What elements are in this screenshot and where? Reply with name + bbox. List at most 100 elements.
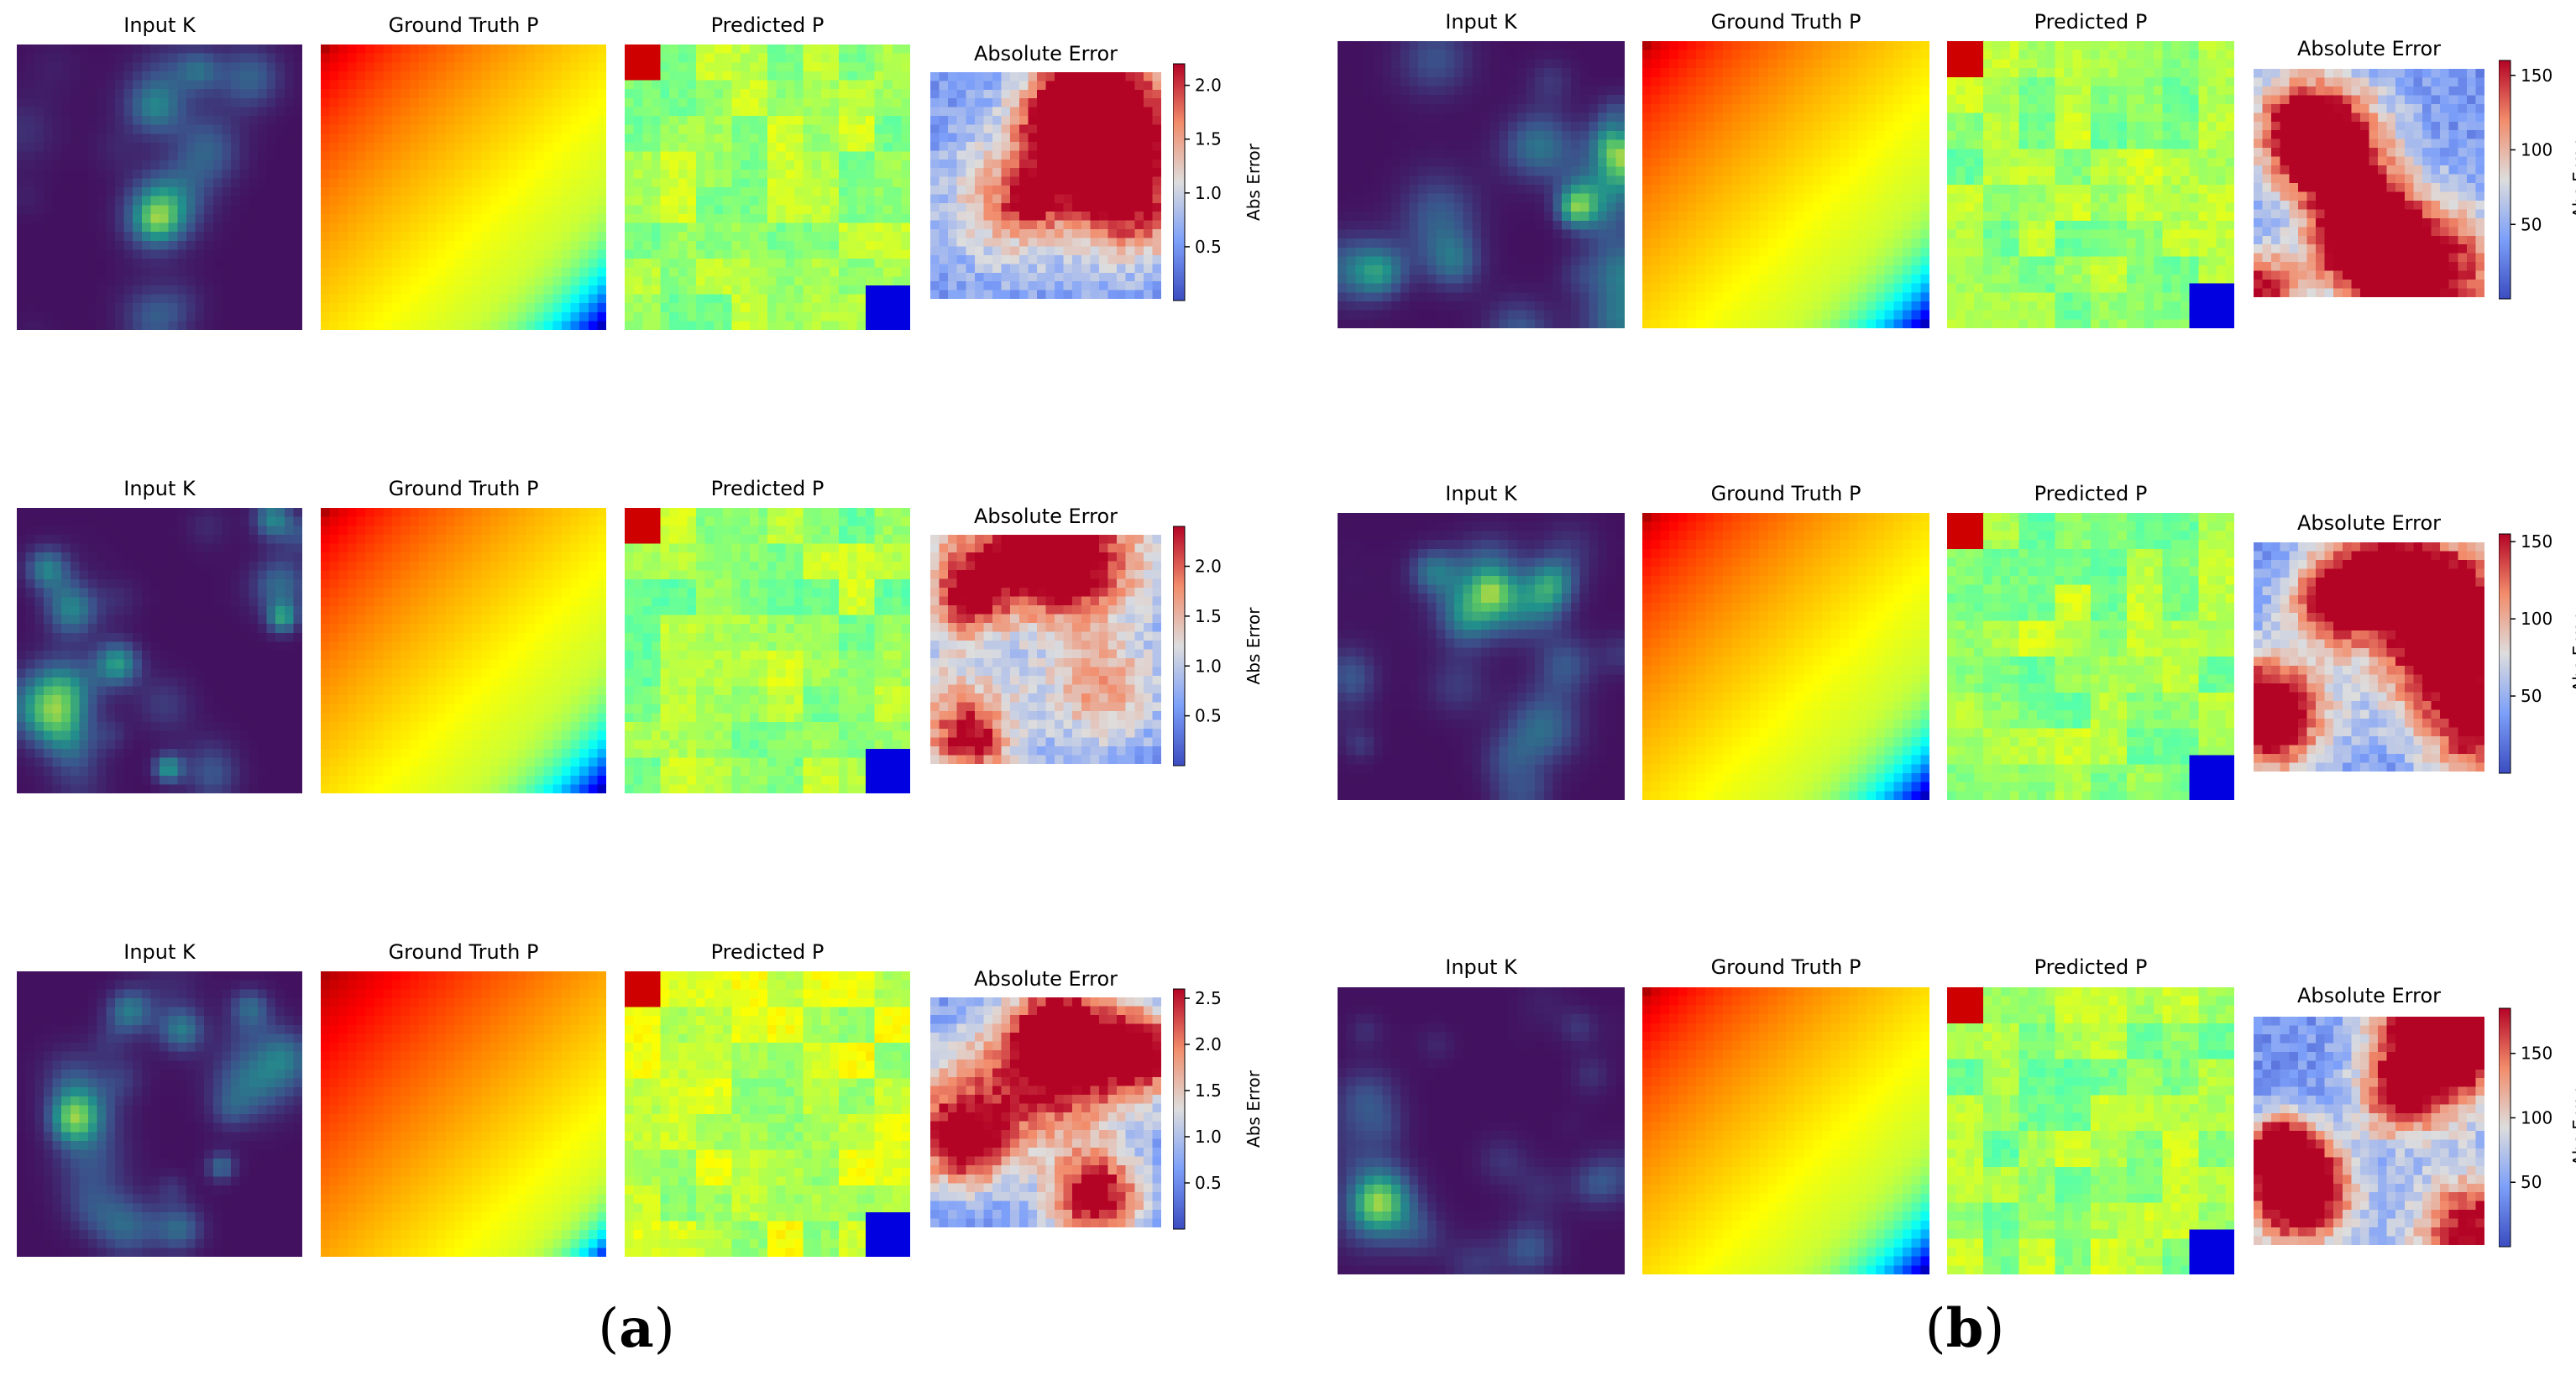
predicted-pixel: [642, 71, 652, 81]
error-pixel: [1028, 202, 1038, 212]
predicted-pixel: [704, 89, 715, 99]
input-k-pixel: [257, 526, 267, 536]
input-k-pixel: [249, 766, 259, 777]
ground-truth-pixel: [437, 303, 447, 313]
ground-truth-pixel: [490, 213, 500, 223]
error-pixel: [930, 238, 940, 248]
ground-truth-pixel: [427, 62, 437, 72]
input-k-pixel: [150, 543, 160, 553]
ground-truth-pixel: [588, 516, 598, 526]
input-k-pixel: [52, 160, 62, 170]
ground-truth-pixel: [570, 124, 580, 134]
ground-truth-pixel: [356, 151, 366, 161]
input-k-pixel: [257, 232, 267, 242]
predicted-pixel: [741, 196, 751, 206]
ground-truth-pixel: [427, 552, 437, 562]
ground-truth-pixel: [543, 213, 553, 223]
input-k-pixel: [275, 249, 285, 259]
error-pixel: [1117, 228, 1127, 238]
input-k-pixel: [293, 740, 302, 750]
predicted-pixel: [847, 267, 857, 277]
predicted-pixel: [758, 44, 768, 55]
input-k-pixel: [204, 695, 214, 705]
input-k-pixel: [88, 516, 98, 526]
ground-truth-pixel: [543, 276, 553, 286]
ground-truth-pixel: [383, 205, 393, 215]
input-k-pixel: [123, 107, 134, 117]
error-pixel: [1152, 281, 1161, 291]
error-pixel: [1063, 238, 1073, 248]
ground-truth-pixel: [347, 321, 357, 330]
ground-truth-pixel: [427, 240, 437, 250]
input-k-pixel: [266, 605, 276, 615]
ground-truth-pixel: [410, 552, 420, 562]
predicted-pixel: [892, 107, 902, 117]
input-k-pixel: [34, 624, 45, 634]
input-k-pixel: [266, 196, 276, 206]
input-k-pixel: [97, 97, 107, 107]
predicted-pixel: [892, 178, 902, 188]
error-pixel: [1143, 115, 1153, 125]
ground-truth-pixel: [535, 124, 545, 134]
input-k-pixel: [114, 187, 124, 197]
ground-truth-pixel: [463, 97, 474, 107]
input-k-pixel: [61, 748, 71, 758]
input-k-pixel: [249, 704, 259, 714]
input-k-pixel: [275, 552, 285, 562]
predicted-pixel: [793, 276, 804, 286]
ground-truth-pixel: [499, 205, 509, 215]
ground-truth-pixel: [356, 62, 366, 72]
predicted-pixel: [793, 213, 804, 223]
input-k-pixel: [204, 588, 214, 598]
predicted-pixel: [678, 133, 688, 144]
input-k-pixel: [141, 213, 151, 223]
ground-truth-pixel: [365, 543, 375, 553]
error-pixel: [1081, 212, 1091, 222]
predicted-pixel: [633, 249, 643, 259]
input-k-pixel: [88, 615, 98, 625]
error-pixel: [1063, 220, 1073, 230]
error-pixel: [1055, 255, 1065, 264]
error-pixel: [1028, 168, 1038, 178]
predicted-pixel: [776, 232, 786, 242]
input-k-pixel: [266, 740, 276, 750]
input-k-pixel: [114, 784, 124, 793]
input-k-pixel: [212, 107, 223, 117]
input-k-pixel: [293, 124, 302, 134]
input-k-pixel: [17, 740, 27, 750]
predicted-pixel: [847, 187, 857, 197]
input-k-pixel: [212, 579, 223, 589]
input-k-pixel: [204, 80, 214, 90]
input-k-pixel: [186, 259, 196, 269]
ground-truth-pixel: [543, 97, 553, 107]
input-k-pixel: [186, 543, 196, 553]
error-pixel: [1001, 264, 1011, 274]
ground-truth-pixel: [472, 285, 482, 295]
ground-truth-pixel: [347, 116, 357, 126]
input-k-pixel: [150, 259, 160, 269]
input-k-pixel: [70, 561, 80, 571]
ground-truth-pixel: [445, 259, 455, 269]
ground-truth-pixel: [597, 178, 606, 188]
input-k-pixel: [195, 151, 205, 161]
ground-truth-pixel: [383, 71, 393, 81]
predicted-pixel: [678, 44, 688, 55]
predicted-pixel: [625, 97, 635, 107]
ground-truth-pixel: [401, 285, 411, 295]
ground-truth-pixel: [597, 259, 606, 269]
ground-truth-pixel: [570, 62, 580, 72]
error-pixel: [1028, 107, 1038, 117]
input-k-pixel: [79, 624, 89, 634]
input-k-pixel: [160, 766, 170, 777]
ground-truth-pixel: [543, 151, 553, 161]
ground-truth-pixel: [481, 97, 491, 107]
input-k-pixel: [195, 169, 205, 179]
error-pixel: [1063, 212, 1073, 222]
input-k-pixel: [97, 232, 107, 242]
input-k-pixel: [79, 213, 89, 223]
ground-truth-pixel: [579, 89, 589, 99]
error-pixel: [1134, 202, 1144, 212]
predicted-pixel: [731, 213, 741, 223]
predicted-pixel: [714, 232, 724, 242]
input-k-pixel: [43, 526, 53, 536]
